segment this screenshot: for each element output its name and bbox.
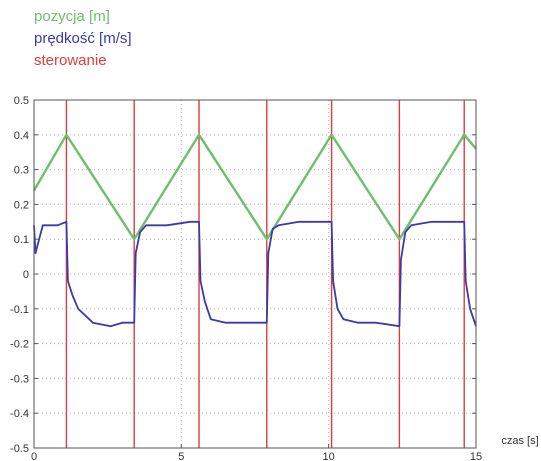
x-axis-label: czas [s]	[501, 435, 538, 447]
x-tick-label: 5	[178, 451, 184, 461]
y-tick-label: 0.1	[14, 234, 29, 246]
y-tick-label: 0.3	[14, 165, 29, 177]
y-tick-label: -0.4	[10, 408, 29, 420]
y-tick-label: 0.5	[14, 95, 29, 107]
legend-item-control: sterowanie	[34, 52, 107, 69]
x-tick-label: 0	[31, 451, 37, 461]
y-tick-label: 0	[23, 269, 29, 281]
y-tick-label: 0.2	[14, 199, 29, 211]
legend: pozycja [m] prędkość [m/s] sterowanie	[34, 6, 132, 72]
y-tick-label: -0.5	[10, 443, 29, 455]
legend-item-position: pozycja [m]	[34, 8, 110, 25]
series-line-velocity	[33, 220, 477, 328]
y-tick-label: -0.1	[10, 304, 29, 316]
series-line-position	[32, 133, 477, 241]
y-tick-label: -0.3	[10, 373, 29, 385]
y-tick-label: -0.2	[10, 339, 29, 351]
x-tick-label: 10	[323, 451, 335, 461]
x-tick-label: 15	[470, 451, 482, 461]
legend-item-velocity: prędkość [m/s]	[34, 30, 132, 47]
y-tick-label: 0.4	[14, 130, 29, 142]
